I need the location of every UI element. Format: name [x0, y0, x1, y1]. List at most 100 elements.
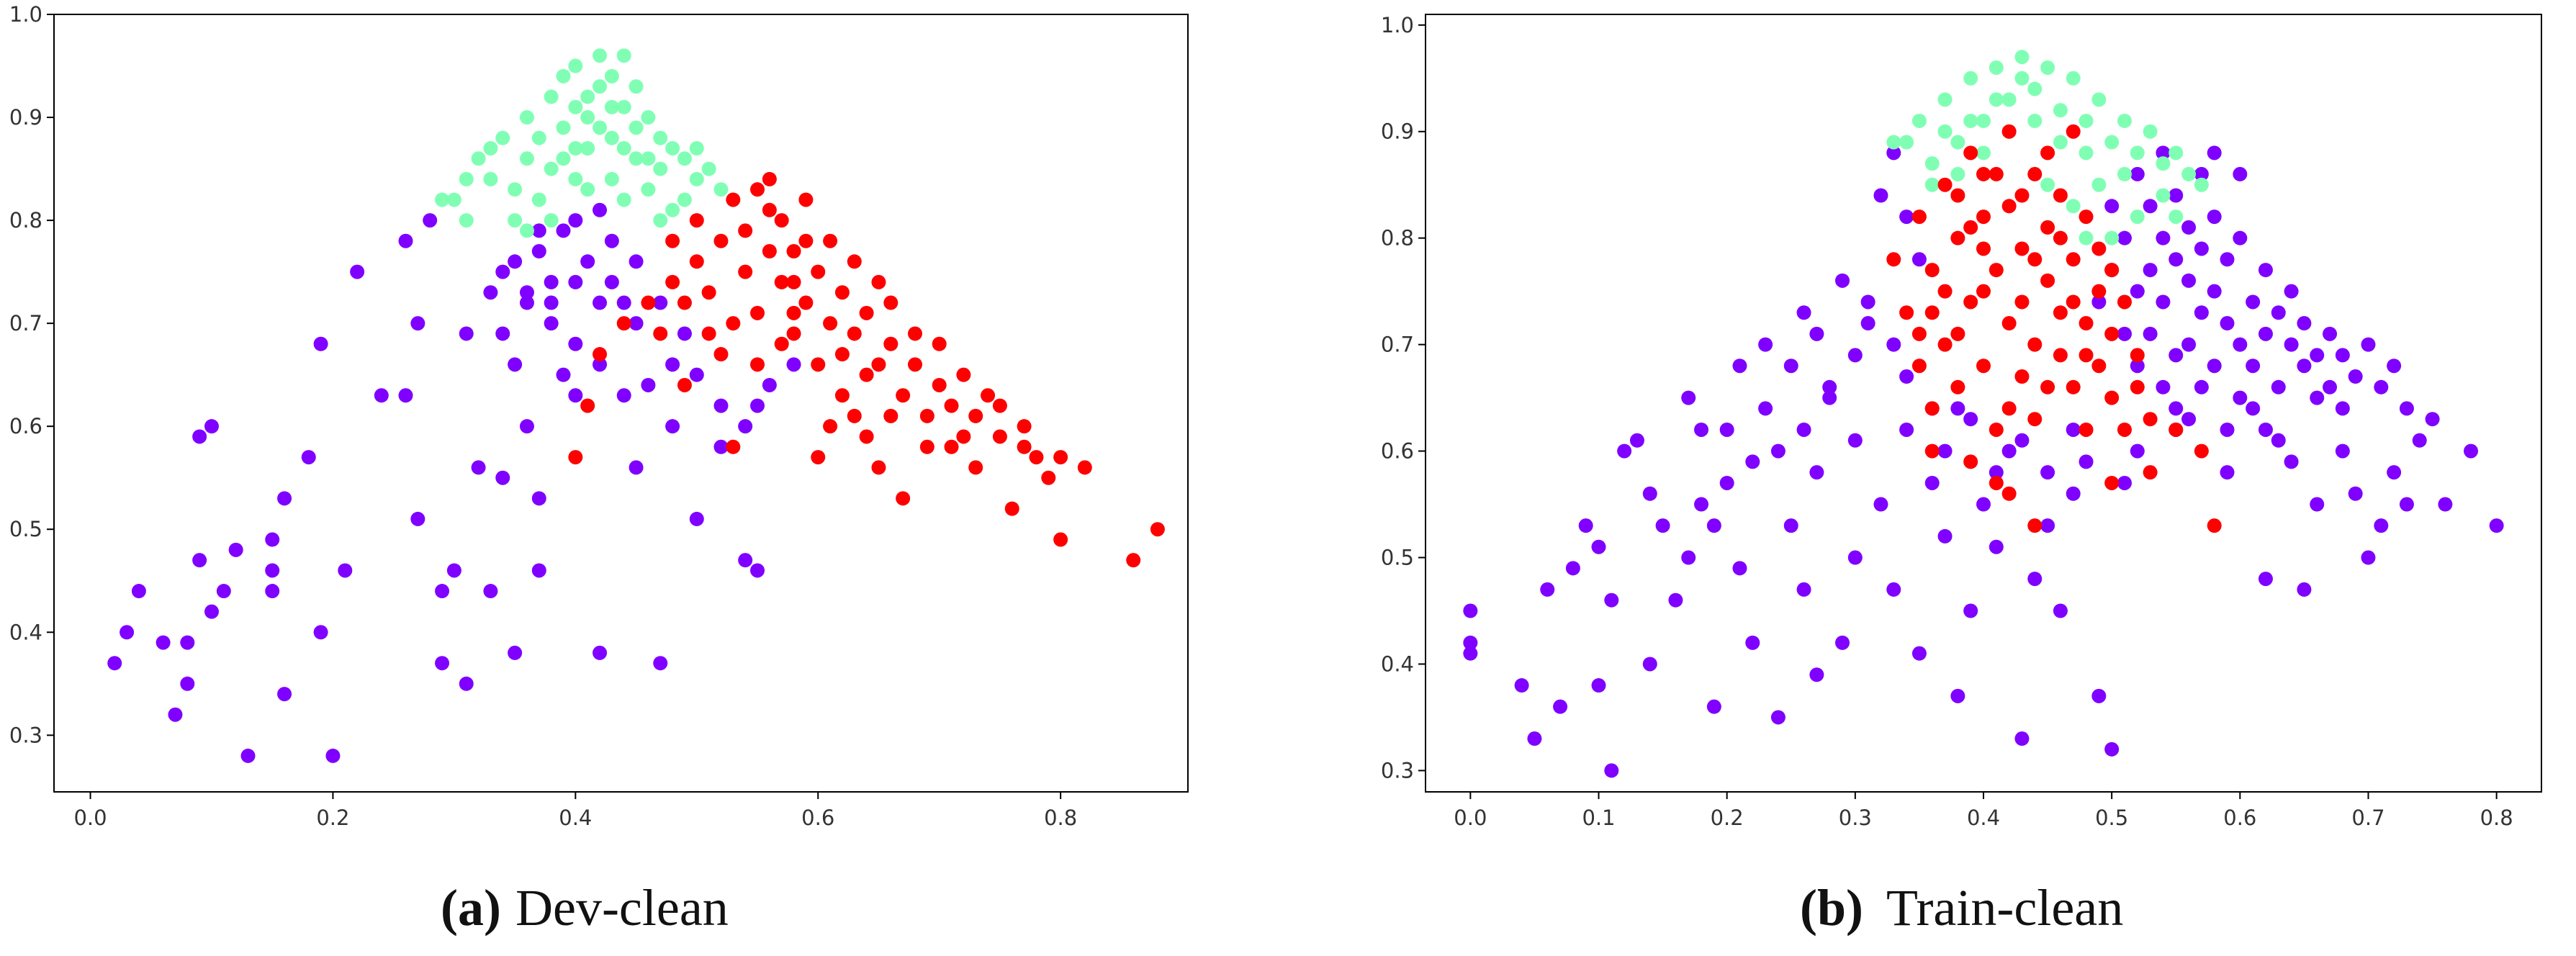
scatter-point: [1976, 284, 1991, 299]
scatter-point: [1963, 113, 1978, 128]
scatter-point: [1809, 465, 1824, 480]
scatter-point: [192, 553, 207, 568]
scatter-point: [689, 254, 704, 269]
scatter-point: [593, 645, 608, 660]
scatter-point: [2091, 358, 2107, 374]
scatter-point: [2117, 422, 2132, 437]
scatter-point: [2323, 379, 2338, 394]
scatter-point: [531, 223, 546, 238]
scatter-point: [641, 182, 656, 197]
scatter-point: [629, 460, 644, 475]
scatter-point: [629, 79, 644, 94]
scatter-point: [2220, 252, 2235, 267]
scatter-point: [1642, 486, 1657, 501]
scatter-point: [665, 419, 680, 434]
y-tick-label: 0.4: [9, 620, 42, 644]
scatter-point: [2079, 145, 2094, 161]
scatter-point: [1899, 422, 1914, 437]
scatter-point: [459, 326, 474, 341]
scatter-point: [653, 326, 668, 341]
scatter-point: [604, 68, 619, 84]
scatter-point: [2169, 422, 2184, 437]
scatter-point: [616, 99, 631, 114]
scatter-point: [1004, 501, 1019, 516]
y-tick-label: 0.7: [1381, 333, 1414, 357]
scatter-point: [2323, 326, 2338, 341]
scatter-point: [1835, 635, 1850, 650]
scatter-point: [2220, 465, 2235, 480]
scatter-point: [1745, 635, 1760, 650]
panel-caption: (b) Train-clean: [1800, 879, 2123, 937]
scatter-point: [629, 120, 644, 135]
scatter-point: [1924, 475, 1940, 490]
panel-a: 0.0 0.2 0.4 0.6 0.8 0.3 0.4 0.5 0.6 0.7 0.8 0.9 1.0 (…: [9, 2, 1189, 937]
scatter-point: [2001, 443, 2017, 459]
scatter-point: [325, 748, 341, 763]
scatter-point: [2091, 241, 2107, 256]
scatter-point: [495, 470, 510, 485]
scatter-point: [1924, 443, 1940, 459]
scatter-point: [2143, 199, 2158, 214]
scatter-point: [446, 192, 461, 207]
scatter-point: [713, 347, 729, 362]
scatter-point: [410, 511, 425, 526]
scatter-point: [2310, 497, 2325, 512]
scatter-point: [616, 192, 631, 207]
scatter-point: [1950, 230, 1965, 245]
scatter-point: [1732, 561, 1747, 576]
scatter-point: [2079, 113, 2094, 128]
scatter-point: [580, 254, 595, 269]
scatter-point: [968, 460, 983, 475]
scatter-point: [1783, 358, 1798, 374]
scatter-point: [568, 336, 583, 351]
scatter-point: [1899, 305, 1914, 320]
scatter-point: [1847, 433, 1863, 448]
scatter-point: [398, 388, 413, 403]
scatter-point: [1924, 177, 1940, 192]
y-tick-label: 0.5: [9, 517, 42, 541]
scatter-point: [471, 460, 486, 475]
scatter-point: [2143, 412, 2158, 427]
scatter-point: [1017, 439, 1032, 454]
scatter-point: [944, 439, 959, 454]
scatter-point: [823, 233, 838, 248]
scatter-point: [2438, 497, 2453, 512]
scatter-point: [1989, 92, 2004, 107]
scatter-point: [665, 274, 680, 289]
scatter-point: [2156, 156, 2171, 171]
scatter-point: [580, 89, 595, 104]
scatter-point: [2104, 390, 2120, 405]
y-tick-label: 0.3: [1381, 758, 1414, 783]
scatter-point: [2130, 358, 2145, 374]
scatter-point: [1937, 92, 1953, 107]
x-tick-label: 0.2: [1711, 806, 1744, 830]
scatter-point: [1681, 550, 1696, 565]
scatter-point: [544, 295, 559, 310]
scatter-point: [726, 316, 741, 331]
scatter-point: [2194, 443, 2209, 459]
scatter-point: [2040, 60, 2055, 75]
scatter-point: [593, 347, 608, 362]
scatter-point: [1077, 460, 1092, 475]
scatter-point: [786, 274, 801, 289]
scatter-point: [483, 140, 498, 155]
scatter-point: [2027, 518, 2043, 533]
scatter-point: [156, 635, 171, 650]
scatter-point: [107, 656, 122, 671]
scatter-point: [1989, 60, 2004, 75]
scatter-point: [2014, 294, 2030, 310]
scatter-point: [750, 563, 765, 578]
y-tick-label: 0.8: [1381, 226, 1414, 251]
scatter-point: [2181, 220, 2197, 235]
panel-caption: (a) Dev-clean: [441, 879, 729, 937]
scatter-point: [580, 398, 595, 413]
scatter-point: [1847, 550, 1863, 565]
scatter-point: [301, 450, 316, 465]
scatter-point: [701, 161, 716, 176]
scatter-point: [2117, 326, 2132, 341]
scatter-point: [689, 367, 704, 382]
scatter-point: [2335, 401, 2350, 416]
scatter-point: [1591, 539, 1606, 554]
scatter-point: [968, 408, 983, 423]
scatter-point: [1847, 348, 1863, 363]
